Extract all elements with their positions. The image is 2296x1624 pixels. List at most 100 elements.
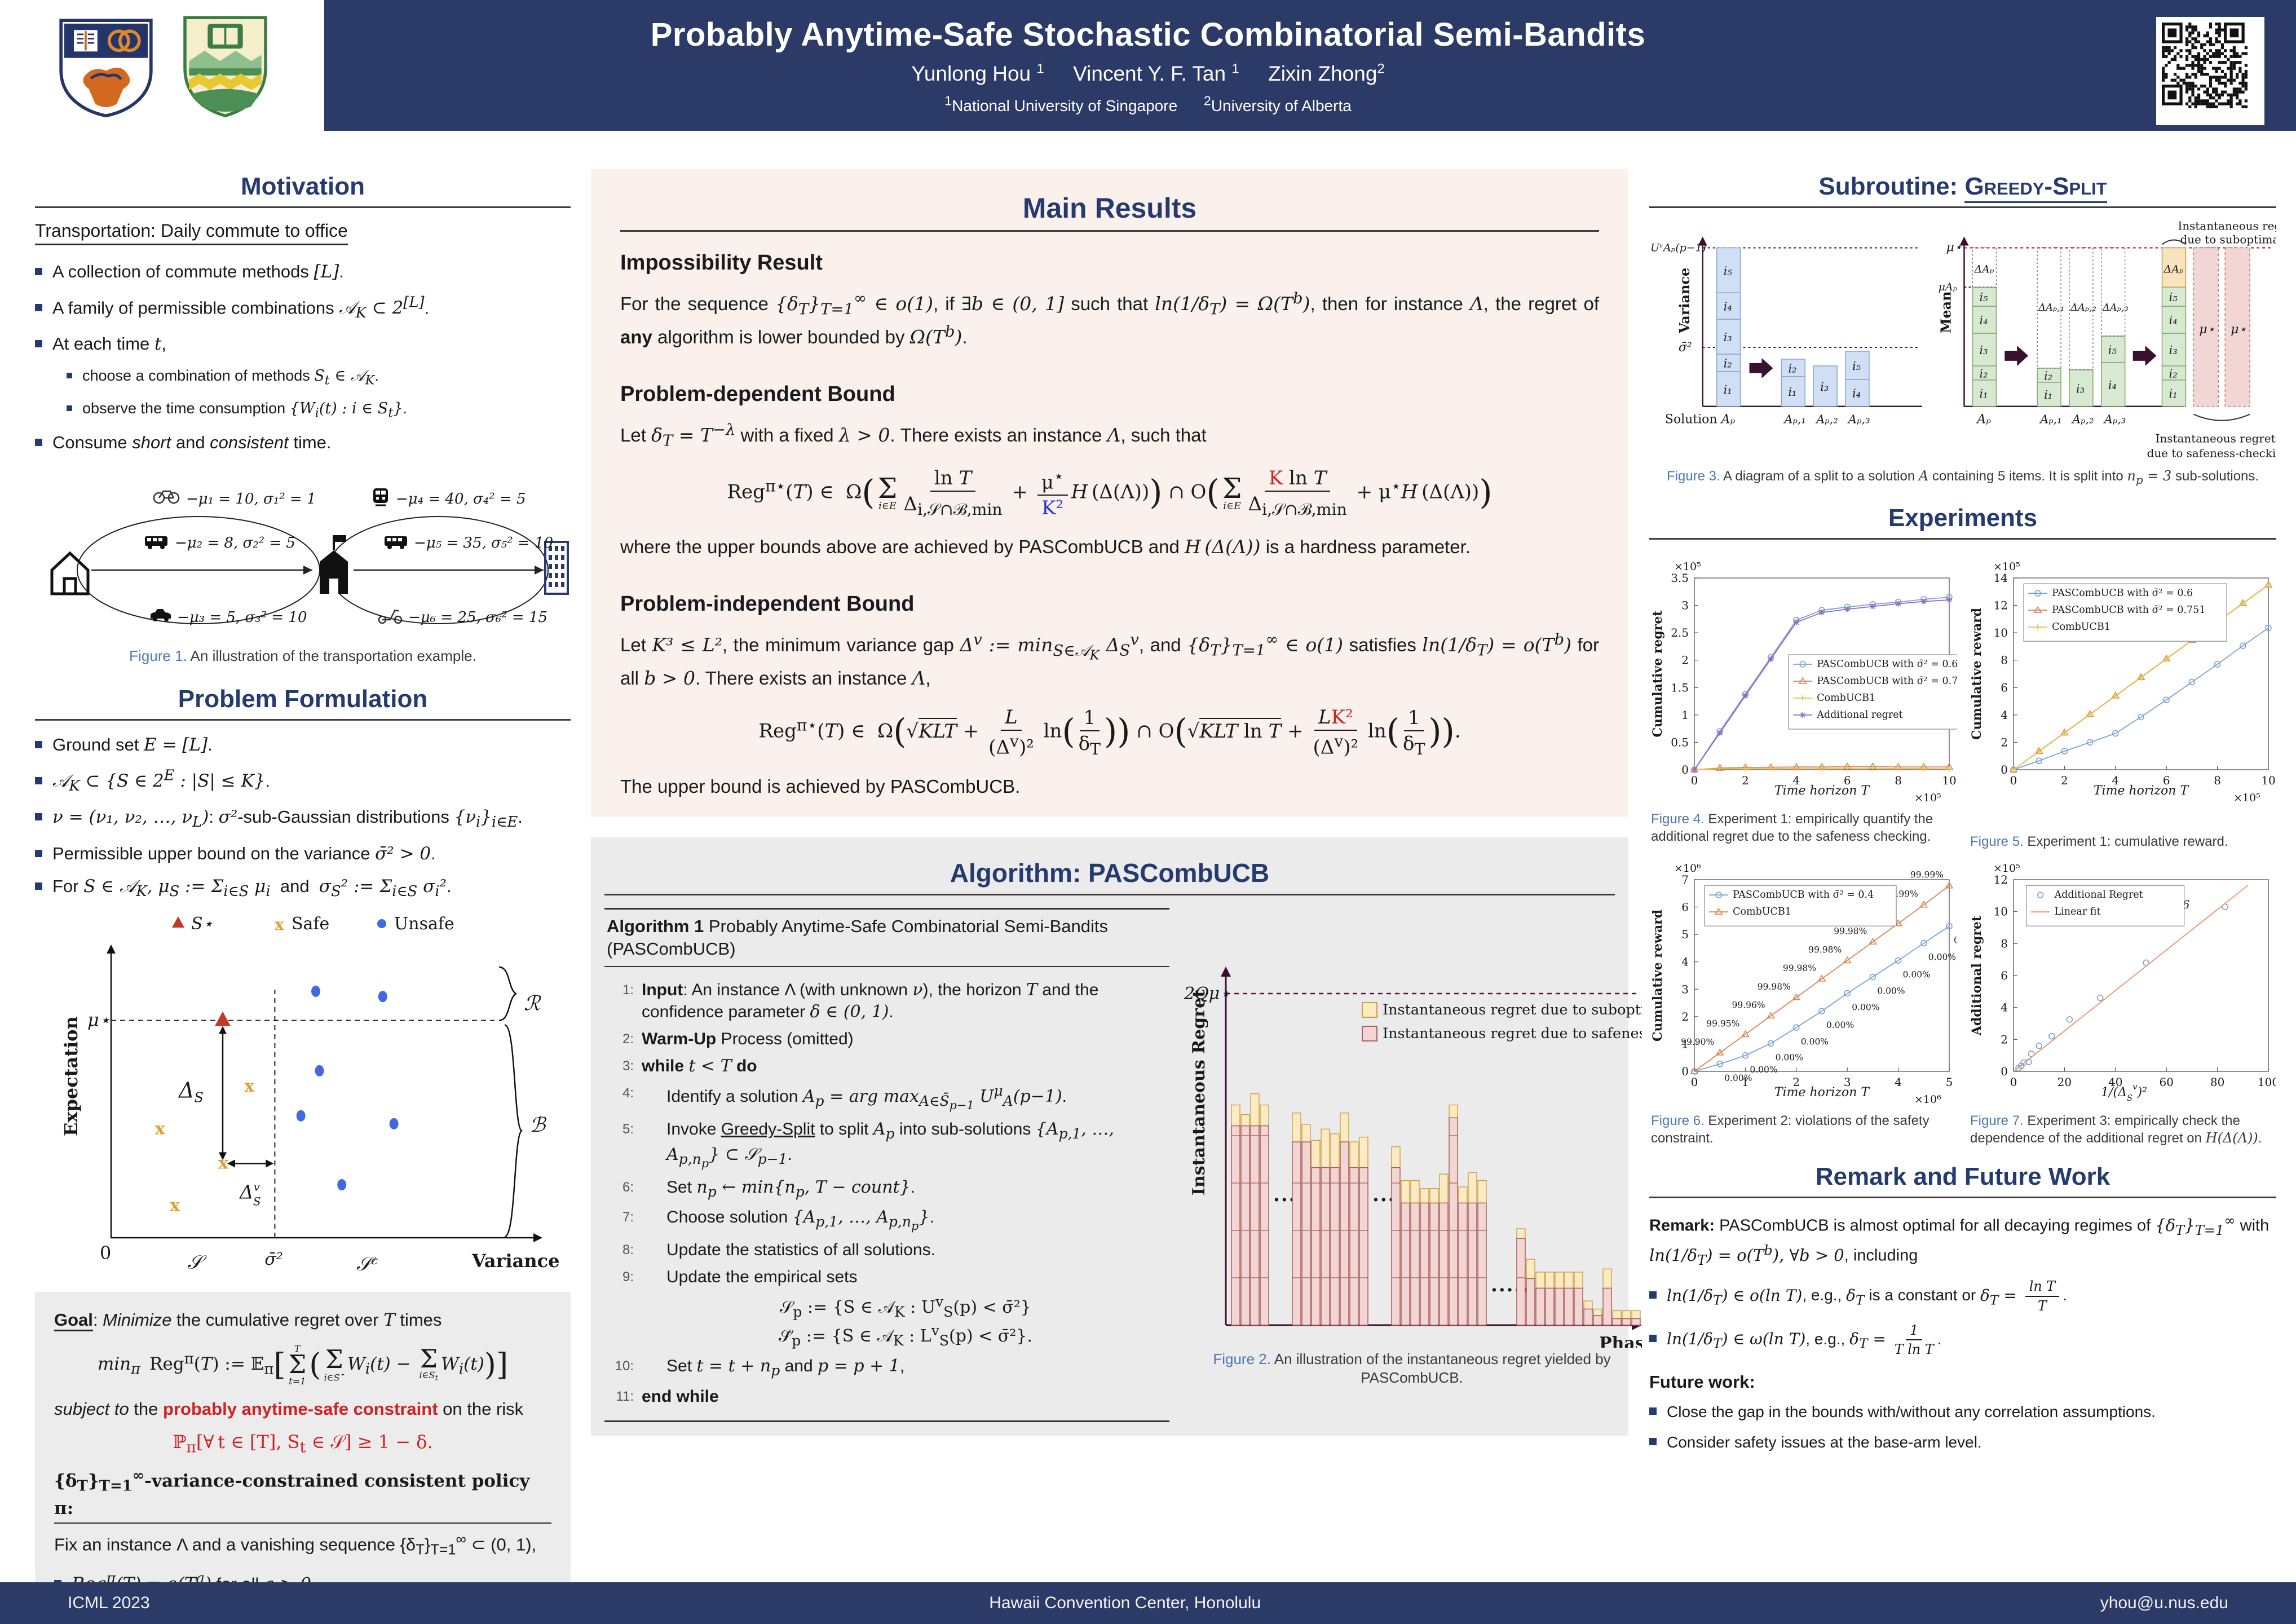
- svg-text:Variance: Variance: [471, 1250, 559, 1272]
- svg-text:Aₚ,₁: Aₚ,₁: [1783, 413, 1806, 426]
- svg-text:Instantaneous regret: Instantaneous regret: [2178, 220, 2276, 233]
- svg-text:4: 4: [1681, 955, 1689, 969]
- svg-text:μ⋆: μ⋆: [87, 1009, 111, 1031]
- experiments-row-1: 0 2 4 6 8 10 0 0.5 1 1.5 2 2.5 3 3.5 ×10⁵ ×10⁵ Time hori…: [1649, 552, 2276, 850]
- svg-text:2: 2: [1681, 1010, 1689, 1023]
- svg-text:14: 14: [1994, 571, 2008, 585]
- svg-text:0.00%: 0.00%: [1776, 1052, 1803, 1062]
- svg-text:i₃: i₃: [1979, 343, 1988, 357]
- header-center: Probably Anytime-Safe Stochastic Combina…: [395, 0, 1901, 131]
- svg-text:20: 20: [2057, 1075, 2072, 1089]
- svg-text:5: 5: [1681, 928, 1689, 941]
- svg-text:S⋆: S⋆: [191, 914, 213, 934]
- svg-text:0: 0: [1681, 1065, 1689, 1078]
- svg-text:6: 6: [1681, 901, 1689, 914]
- divider: [35, 206, 571, 208]
- svg-text:i₅: i₅: [2108, 343, 2117, 356]
- svg-text:2.5: 2.5: [1671, 626, 1689, 639]
- svg-text:i₂: i₂: [2169, 367, 2178, 380]
- goal-fix: Fix an instance Λ and a vanishing sequen…: [54, 1532, 537, 1558]
- svg-text:Additional regret: Additional regret: [1970, 915, 1984, 1036]
- svg-text:0.00%: 0.00%: [1801, 1036, 1829, 1047]
- affiliations: 1National University of Singapore 2Unive…: [944, 94, 1352, 115]
- figure7-caption: Figure 7. Experiment 3: empirically chec…: [1970, 1113, 2262, 1146]
- svg-text:i₁: i₁: [2044, 388, 2052, 401]
- algorithm-line: 6: Set np ← min{np, T − count}.: [622, 1177, 916, 1200]
- svg-text:×10⁵: ×10⁵: [2233, 792, 2260, 804]
- svg-text:12: 12: [1994, 598, 2008, 612]
- svg-text:Cumulative regret: Cumulative regret: [1650, 610, 1665, 737]
- goal-policy: {δT}T=1∞-variance-constrained consistent…: [54, 1466, 551, 1524]
- divider: [1649, 537, 2276, 540]
- footer: ICML 2023 Hawaii Convention Center, Hono…: [0, 1582, 2296, 1624]
- svg-text:Time horizon T: Time horizon T: [2094, 784, 2190, 798]
- footer-email: yhou@u.nus.edu: [2100, 1594, 2228, 1612]
- svg-text:Aₚ,₁: Aₚ,₁: [2039, 413, 2062, 426]
- svg-text:10: 10: [1994, 905, 2008, 919]
- svg-text:−μ₅ = 35, σ₅² = 10: −μ₅ = 35, σ₅² = 10: [414, 535, 553, 551]
- svg-text:6: 6: [2001, 969, 2008, 982]
- svg-text:i₃: i₃: [2076, 382, 2085, 395]
- svg-text:4: 4: [2112, 774, 2119, 787]
- svg-text:ΔAₚ,₂: ΔAₚ,₂: [2070, 302, 2096, 314]
- svg-text:Time horizon T: Time horizon T: [1774, 784, 1871, 798]
- figure7: 0 20 40 60 80 100 0 2 4 6 8 10 12 ×10⁵ 1/(ΔSv)² Additio…: [1968, 854, 2276, 1147]
- algorithm-line: 9: Update the empirical sets: [622, 1268, 858, 1287]
- svg-text:ℬ: ℬ: [529, 1114, 547, 1137]
- motivation-subheading: Transportation: Daily commute to office: [35, 220, 571, 245]
- algorithm-lines: 1: Input: An instance Λ (with unknown ν),…: [604, 967, 1169, 1422]
- svg-text:×10⁶: ×10⁶: [1674, 862, 1701, 875]
- svg-text:6: 6: [2001, 681, 2008, 694]
- logo-area: [0, 0, 324, 131]
- future-work-bullets: Close the gap in the bounds with/without…: [1649, 1401, 2276, 1453]
- svg-text:0.00%: 0.00%: [1750, 1065, 1777, 1075]
- svg-text:i₄: i₄: [2108, 378, 2117, 392]
- svg-text:4: 4: [2001, 1001, 2008, 1014]
- svg-text:x: x: [218, 1154, 229, 1173]
- svg-text:80: 80: [2210, 1075, 2224, 1089]
- figure3-caption: Figure 3. A diagram of a split to a solu…: [1666, 468, 2259, 487]
- svg-text:8: 8: [2001, 937, 2008, 950]
- svg-text:PASCombUCB with σ̄² = 0.6: PASCombUCB with σ̄² = 0.6: [1817, 659, 1957, 670]
- list-item: Close the gap in the bounds with/without…: [1649, 1401, 2276, 1423]
- algorithm-line: 1: Input: An instance Λ (with unknown ν),…: [622, 980, 1099, 1022]
- svg-text:3: 3: [1681, 982, 1689, 996]
- svg-text:Aₚ: Aₚ: [1720, 413, 1736, 427]
- list-item: Consume short and consistent time.: [35, 431, 571, 454]
- remark-heading: Remark and Future Work: [1815, 1163, 2110, 1191]
- remark-bullets: ln(1/δT) ∈ o(ln T), e.g., δT is a consta…: [1649, 1279, 2276, 1357]
- list-item: ν = (ν₁, ν₂, …, νL): σ²-sub-Gaussian dis…: [35, 805, 571, 832]
- svg-text:60: 60: [2159, 1075, 2173, 1089]
- list-subitem: choose a combination of methods St ∈ 𝒜K.: [67, 365, 571, 389]
- svg-text:8: 8: [2214, 774, 2221, 787]
- svg-text:...: ...: [1273, 1184, 1297, 1206]
- svg-text:1/(ΔSv)²: 1/(ΔSv)²: [2101, 1082, 2147, 1103]
- svg-text:4: 4: [1895, 1075, 1902, 1089]
- svg-text:x: x: [244, 1076, 255, 1096]
- svg-text:2: 2: [1792, 1075, 1800, 1089]
- svg-text:Phase: Phase: [1599, 1334, 1642, 1348]
- experiments-row-2: 0 1 2 3 4 5 0 1 2 3 4 5 6 7 ×10⁶ ×10⁶ Time horizon T Cumu…: [1649, 854, 2276, 1147]
- svg-text:i₁: i₁: [1979, 387, 1988, 400]
- svg-text:5: 5: [1946, 1075, 1953, 1089]
- svg-text:3: 3: [1844, 1075, 1851, 1089]
- problem-formulation-heading: Problem Formulation: [178, 685, 428, 713]
- goal-box: Goal: Minimize the cumulative regret ove…: [35, 1292, 571, 1624]
- svg-text:6: 6: [1844, 774, 1851, 787]
- svg-text:99.99%: 99.99%: [1910, 870, 1944, 880]
- svg-text:i₅: i₅: [1979, 290, 1988, 304]
- svg-text:σ̄²: σ̄²: [264, 1250, 283, 1269]
- svg-text:i₁: i₁: [1724, 383, 1732, 396]
- svg-text:6: 6: [2163, 774, 2170, 787]
- svg-text:0.5: 0.5: [1671, 735, 1689, 749]
- svg-text:×10⁶: ×10⁶: [1914, 1093, 1941, 1106]
- svg-text:−μ₆ = 25, σ₆² = 15: −μ₆ = 25, σ₆² = 15: [408, 609, 547, 626]
- svg-text:10: 10: [1942, 774, 1956, 787]
- svg-text:Instantaneous regret: Instantaneous regret: [2156, 432, 2276, 445]
- svg-text:3.5: 3.5: [1671, 571, 1689, 585]
- indep-bound-heading: Problem-independent Bound: [620, 592, 915, 616]
- main-results-heading: Main Results: [1022, 192, 1197, 224]
- svg-text:...: ...: [1372, 1184, 1396, 1206]
